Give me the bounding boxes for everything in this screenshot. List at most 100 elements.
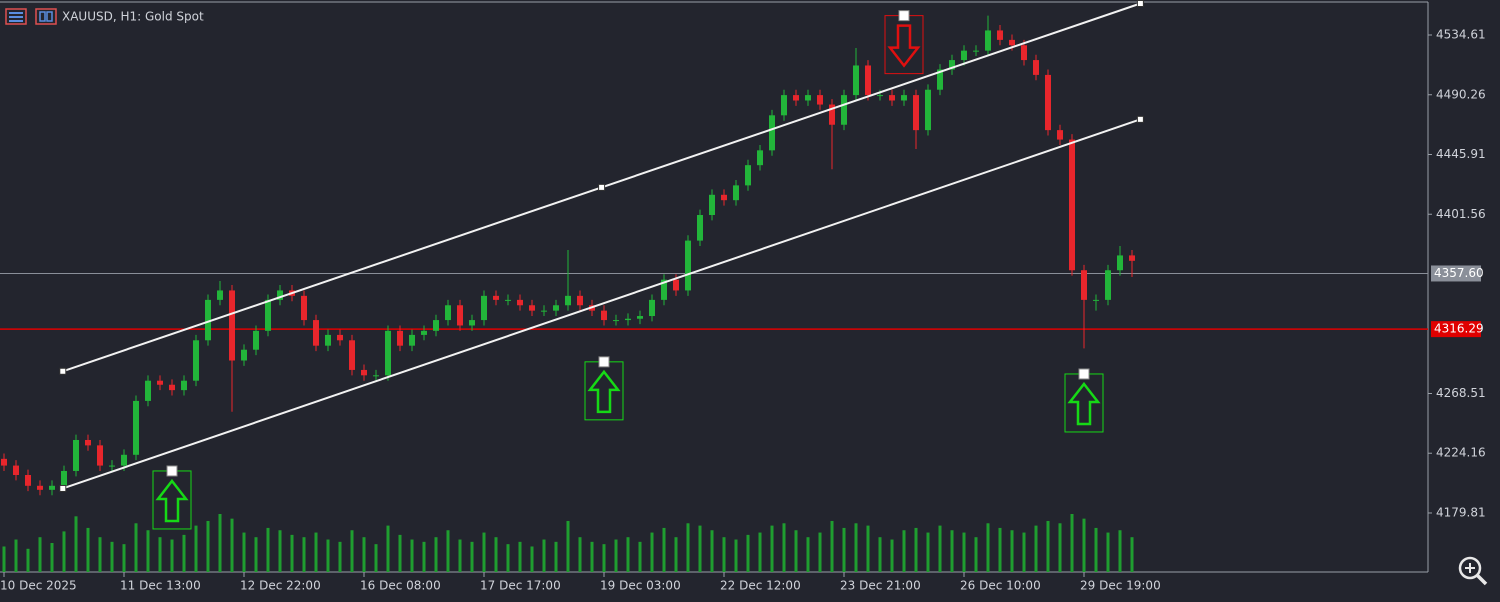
volume-bar	[146, 530, 150, 572]
candle-body	[337, 334, 343, 341]
candle-body	[853, 65, 859, 96]
volume-bar	[434, 537, 438, 572]
trendline	[62, 118, 1141, 490]
candle-body	[1117, 255, 1123, 271]
candle-body	[985, 30, 991, 51]
volume-bar	[590, 541, 594, 572]
y-tick-label: 4224.16	[1436, 446, 1486, 460]
candle-body	[1129, 255, 1135, 261]
candle-body	[349, 340, 355, 370]
volume-bar	[674, 537, 678, 572]
candle-body	[301, 295, 307, 321]
candle-body	[433, 320, 439, 331]
candle-body	[277, 290, 283, 300]
trendline-handle	[1136, 0, 1144, 8]
candle-body	[745, 165, 751, 186]
candle-body	[253, 330, 259, 350]
volume-bar	[290, 534, 294, 572]
volume-bar	[974, 537, 978, 572]
candle-body	[925, 89, 931, 131]
candle-body	[205, 299, 211, 341]
candle-body	[841, 95, 847, 125]
volume-bar	[926, 532, 930, 572]
volume-bar	[650, 532, 654, 572]
candle-body	[781, 95, 787, 116]
header-icons	[5, 8, 57, 25]
candle-body	[913, 95, 919, 131]
volume-bar	[1010, 530, 1014, 572]
volume-bar	[1022, 532, 1026, 572]
candle-body	[937, 69, 943, 90]
volume-bar	[878, 537, 882, 572]
volume-bar	[1058, 523, 1062, 572]
candle-body	[1105, 270, 1111, 300]
candle-body	[793, 95, 799, 101]
candle-body	[49, 485, 55, 490]
signal-handle	[898, 10, 910, 22]
candle-body	[1009, 39, 1015, 46]
candle-body	[313, 320, 319, 346]
volume-bar	[986, 523, 990, 572]
volume-bar	[626, 537, 630, 572]
candle-body	[85, 439, 91, 446]
candle-body	[661, 279, 667, 300]
candle-body	[181, 380, 187, 391]
volume-bar	[962, 532, 966, 572]
volume-bar	[782, 523, 786, 572]
chart-title: XAUUSD, H1: Gold Spot	[62, 10, 204, 24]
signal-arrow	[887, 24, 921, 68]
volume-bar	[386, 525, 390, 572]
candle-body	[1, 458, 7, 466]
candle-body	[37, 485, 43, 490]
candle-body	[265, 299, 271, 331]
candle-body	[973, 50, 979, 52]
volume-bar	[482, 532, 486, 572]
candle-body	[409, 334, 415, 346]
price-label: 4316.29	[1434, 322, 1484, 336]
candle-body	[997, 30, 1003, 40]
candle-body	[805, 95, 811, 101]
volume-bar	[1046, 520, 1050, 572]
volume-bar	[218, 514, 222, 572]
candle-body	[217, 290, 223, 300]
y-tick-label: 4490.26	[1436, 87, 1486, 101]
volume-bar	[74, 516, 78, 572]
y-tick-label: 4534.61	[1436, 28, 1486, 42]
volume-bar	[122, 544, 126, 572]
candle-body	[373, 375, 379, 377]
candle-body	[1081, 270, 1087, 300]
volume-bar	[170, 539, 174, 572]
volume-bar	[554, 541, 558, 572]
signal-arrow	[587, 369, 621, 414]
zoom-icon[interactable]	[1458, 556, 1488, 586]
volume-bar	[242, 532, 246, 572]
candle-body	[601, 310, 607, 321]
volume-bar	[686, 523, 690, 572]
volume-bar	[914, 527, 918, 572]
volume-bar	[86, 527, 90, 572]
candle-body	[529, 305, 535, 311]
volume-bar	[206, 520, 210, 572]
volume-bar	[662, 527, 666, 572]
volume-bar	[410, 539, 414, 572]
volume-bar	[50, 543, 54, 572]
volume-bar	[98, 537, 102, 572]
candle-body	[397, 330, 403, 346]
candle-body	[1057, 130, 1063, 140]
candle-body	[457, 305, 463, 326]
candle-body	[61, 470, 67, 486]
candle-body	[73, 439, 79, 471]
candle-body	[13, 465, 19, 476]
candle-body	[889, 95, 895, 101]
volume-bar	[338, 541, 342, 572]
price-label-box	[1431, 265, 1481, 282]
candle-body	[961, 50, 967, 61]
candle-body	[121, 454, 127, 466]
volume-bar	[470, 541, 474, 572]
volume-bar	[134, 523, 138, 572]
signal-handle	[166, 465, 178, 477]
candle-body	[493, 295, 499, 300]
volume-bar	[758, 532, 762, 572]
